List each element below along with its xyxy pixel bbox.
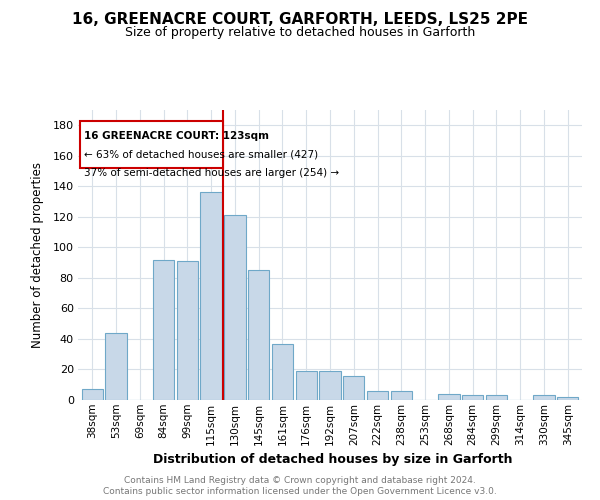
Y-axis label: Number of detached properties: Number of detached properties <box>31 162 44 348</box>
Text: Distribution of detached houses by size in Garforth: Distribution of detached houses by size … <box>153 452 513 466</box>
Bar <box>82 390 103 400</box>
Text: Contains HM Land Registry data © Crown copyright and database right 2024.: Contains HM Land Registry data © Crown c… <box>124 476 476 485</box>
Text: ← 63% of detached houses are smaller (427): ← 63% of detached houses are smaller (42… <box>84 150 318 160</box>
Bar <box>248 270 269 400</box>
Text: Size of property relative to detached houses in Garforth: Size of property relative to detached ho… <box>125 26 475 39</box>
Bar <box>533 396 554 400</box>
Bar <box>343 376 364 400</box>
Text: 37% of semi-detached houses are larger (254) →: 37% of semi-detached houses are larger (… <box>84 168 339 178</box>
Bar <box>367 391 388 400</box>
Text: 16 GREENACRE COURT: 123sqm: 16 GREENACRE COURT: 123sqm <box>84 132 269 141</box>
Bar <box>224 216 245 400</box>
Text: Contains public sector information licensed under the Open Government Licence v3: Contains public sector information licen… <box>103 488 497 496</box>
Bar <box>176 261 198 400</box>
FancyBboxPatch shape <box>80 120 223 168</box>
Bar <box>557 397 578 400</box>
Bar <box>153 260 174 400</box>
Bar <box>438 394 460 400</box>
Bar <box>296 371 317 400</box>
Bar <box>106 333 127 400</box>
Bar <box>462 396 484 400</box>
Bar <box>272 344 293 400</box>
Text: 16, GREENACRE COURT, GARFORTH, LEEDS, LS25 2PE: 16, GREENACRE COURT, GARFORTH, LEEDS, LS… <box>72 12 528 28</box>
Bar <box>486 396 507 400</box>
Bar <box>200 192 222 400</box>
Bar <box>319 371 341 400</box>
Bar <box>391 391 412 400</box>
